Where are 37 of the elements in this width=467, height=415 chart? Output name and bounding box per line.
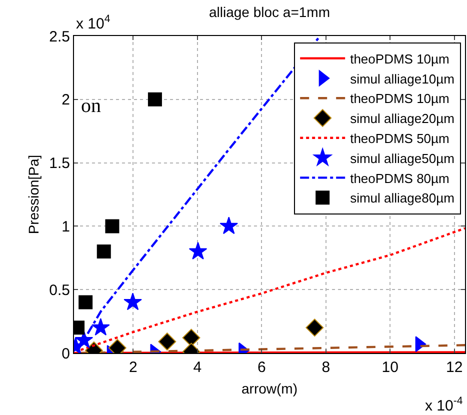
point (78, 295, 93, 310)
text: x 10$^{-4}$ (425, 395, 463, 414)
x-tick-label: 12 (446, 359, 463, 376)
y-tick-label: 0 (62, 345, 70, 362)
point (188, 242, 208, 260)
legend-label: theoPDMS 10µm (350, 91, 450, 106)
x-tick-label: 4 (193, 359, 202, 376)
legend-label: simul alliage10µm (350, 71, 454, 86)
point (158, 332, 176, 351)
y-tick-label: 1 (62, 218, 70, 236)
point (105, 219, 120, 234)
point (182, 328, 200, 347)
legend-label: simul alliage50µm (350, 150, 454, 166)
legend-label: theoPDMS 50µm (350, 130, 450, 146)
y-tick-label: 0.5 (49, 282, 70, 299)
x-tick-label: 6 (257, 359, 266, 376)
chart-title: alliage bloc a=1mm (208, 4, 330, 20)
point (96, 244, 111, 259)
y-tick-label: 1.5 (49, 155, 70, 172)
legend-label: simul alliage80µm (350, 190, 454, 206)
legend-label: theoPDMS 80µm (350, 170, 450, 186)
point (92, 318, 110, 336)
x-tick-label: 2 (128, 359, 138, 376)
x-tick-label: 8 (322, 359, 330, 376)
annotation: on (81, 95, 101, 117)
point (148, 92, 162, 106)
y-tick-label: 2 (62, 92, 70, 109)
y-axis-title: Pression[Pa] (26, 154, 42, 234)
point (124, 292, 142, 310)
x-tick-label: 10 (382, 359, 398, 376)
legend-label: theoPDMS 10µm (350, 51, 450, 66)
text: x 10$^{4}$ (76, 13, 110, 32)
x-axis-title: arrow(m) (242, 380, 298, 396)
point (220, 216, 238, 234)
legend-label: simul alliage20µm (350, 111, 454, 126)
point (306, 318, 324, 337)
y-tick-label: 2.5 (49, 28, 70, 46)
